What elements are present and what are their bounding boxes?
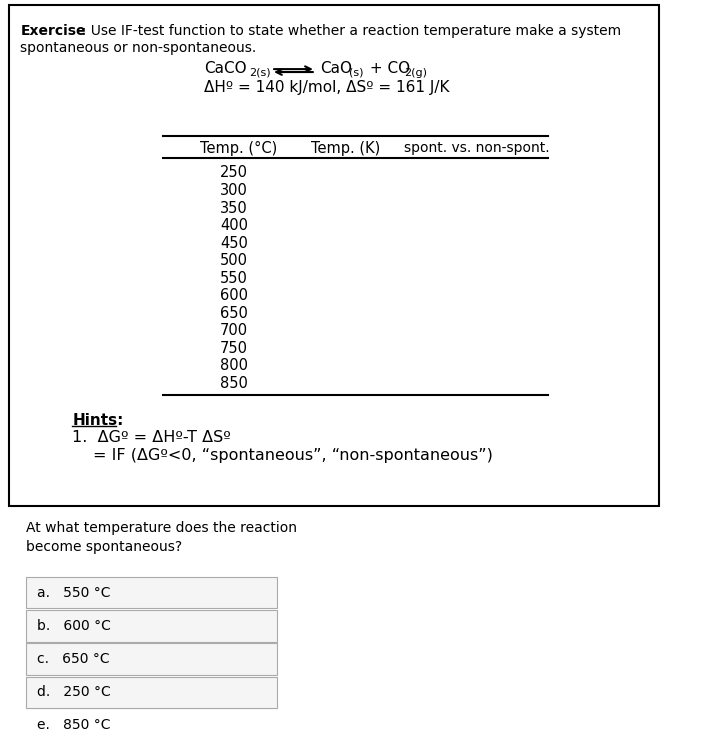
Text: b.   600 °C: b. 600 °C xyxy=(37,619,111,633)
FancyBboxPatch shape xyxy=(26,610,276,642)
Text: 800: 800 xyxy=(220,358,248,373)
Text: 2(g): 2(g) xyxy=(404,68,427,78)
Text: e.   850 °C: e. 850 °C xyxy=(37,718,111,729)
FancyBboxPatch shape xyxy=(26,709,276,729)
Text: d.   250 °C: d. 250 °C xyxy=(37,685,111,699)
FancyBboxPatch shape xyxy=(26,644,276,674)
Text: spont. vs. non-spont.: spont. vs. non-spont. xyxy=(404,141,549,155)
FancyBboxPatch shape xyxy=(26,577,276,609)
Text: ΔHº = 140 kJ/mol, ΔSº = 161 J/K: ΔHº = 140 kJ/mol, ΔSº = 161 J/K xyxy=(204,80,450,95)
Text: spontaneous or non-spontaneous.: spontaneous or non-spontaneous. xyxy=(20,41,257,55)
Text: + CO: + CO xyxy=(365,61,410,76)
Text: Hints:: Hints: xyxy=(73,413,124,428)
Text: = IF (ΔGº<0, “spontaneous”, “non-spontaneous”): = IF (ΔGº<0, “spontaneous”, “non-spontan… xyxy=(93,448,492,463)
Text: 250: 250 xyxy=(220,165,248,181)
Text: 1.  ΔGº = ΔHº-T ΔSº: 1. ΔGº = ΔHº-T ΔSº xyxy=(73,430,231,445)
Text: a.   550 °C: a. 550 °C xyxy=(37,586,111,600)
Text: Temp. (K): Temp. (K) xyxy=(311,141,380,156)
Text: 700: 700 xyxy=(220,323,248,338)
Text: 350: 350 xyxy=(220,200,248,216)
Text: Exercise: Exercise xyxy=(20,24,86,39)
Text: CaO: CaO xyxy=(320,61,352,76)
Text: 500: 500 xyxy=(220,253,248,268)
FancyBboxPatch shape xyxy=(9,5,660,506)
Text: 2(s): 2(s) xyxy=(249,68,271,78)
Text: c.   650 °C: c. 650 °C xyxy=(37,652,109,666)
Text: 550: 550 xyxy=(220,270,248,286)
Text: : Use IF-test function to state whether a reaction temperature make a system: : Use IF-test function to state whether … xyxy=(73,24,621,39)
Text: 450: 450 xyxy=(220,235,248,251)
Text: 750: 750 xyxy=(220,340,248,356)
Text: 600: 600 xyxy=(220,288,248,303)
FancyBboxPatch shape xyxy=(26,677,276,708)
Text: 850: 850 xyxy=(220,375,248,391)
Text: CaCO: CaCO xyxy=(204,61,247,76)
Text: 650: 650 xyxy=(220,305,248,321)
Text: At what temperature does the reaction
become spontaneous?: At what temperature does the reaction be… xyxy=(26,521,297,554)
Text: Temp. (°C): Temp. (°C) xyxy=(199,141,277,156)
Text: (s): (s) xyxy=(349,68,364,78)
Text: 400: 400 xyxy=(220,218,248,233)
Text: 300: 300 xyxy=(220,183,248,198)
